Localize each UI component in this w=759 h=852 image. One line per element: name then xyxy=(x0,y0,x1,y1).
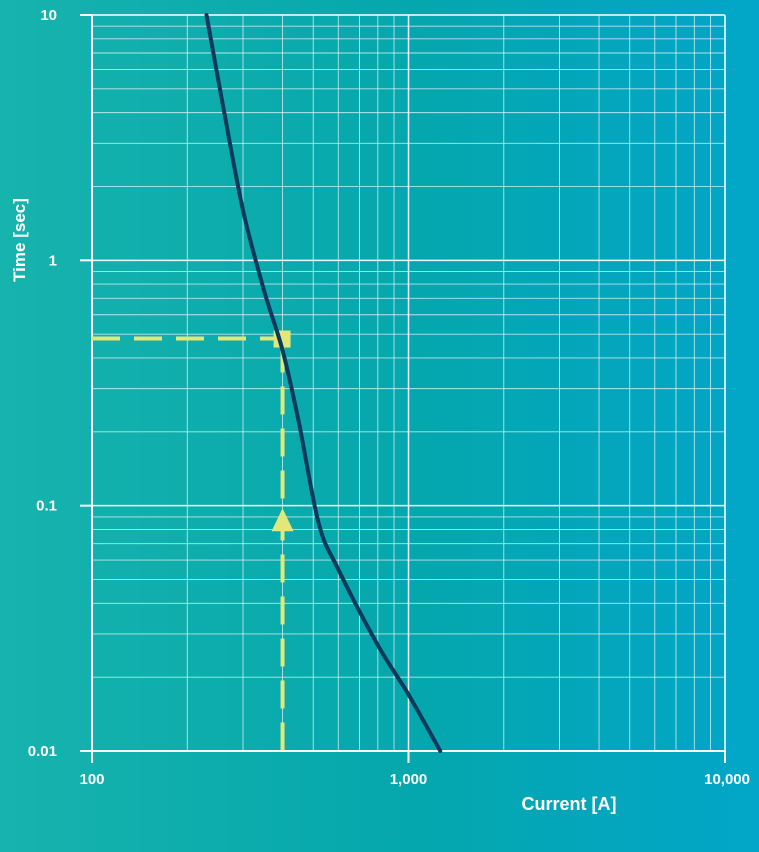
series-group xyxy=(204,13,443,753)
x-tick-label: 100 xyxy=(79,771,104,788)
grid xyxy=(91,14,726,752)
y-tick-label: 10 xyxy=(40,7,57,24)
y-tick-label: 0.01 xyxy=(28,743,57,760)
reading-guide xyxy=(92,330,294,751)
x-axis-label: Current [A] xyxy=(522,794,617,814)
axis-labels: Current [A] Time [sec] xyxy=(10,198,617,814)
x-tick-label: 10,000 xyxy=(704,771,750,788)
y-axis-label: Time [sec] xyxy=(10,198,29,282)
y-tick-label: 1 xyxy=(49,252,57,269)
arrow-up-icon xyxy=(271,508,294,532)
axes: 10 1 0.1 0.01 100 1,000 10,000 xyxy=(28,7,750,788)
series-line xyxy=(204,13,443,753)
x-tick-label: 1,000 xyxy=(390,771,428,788)
y-tick-label: 0.1 xyxy=(36,498,57,515)
